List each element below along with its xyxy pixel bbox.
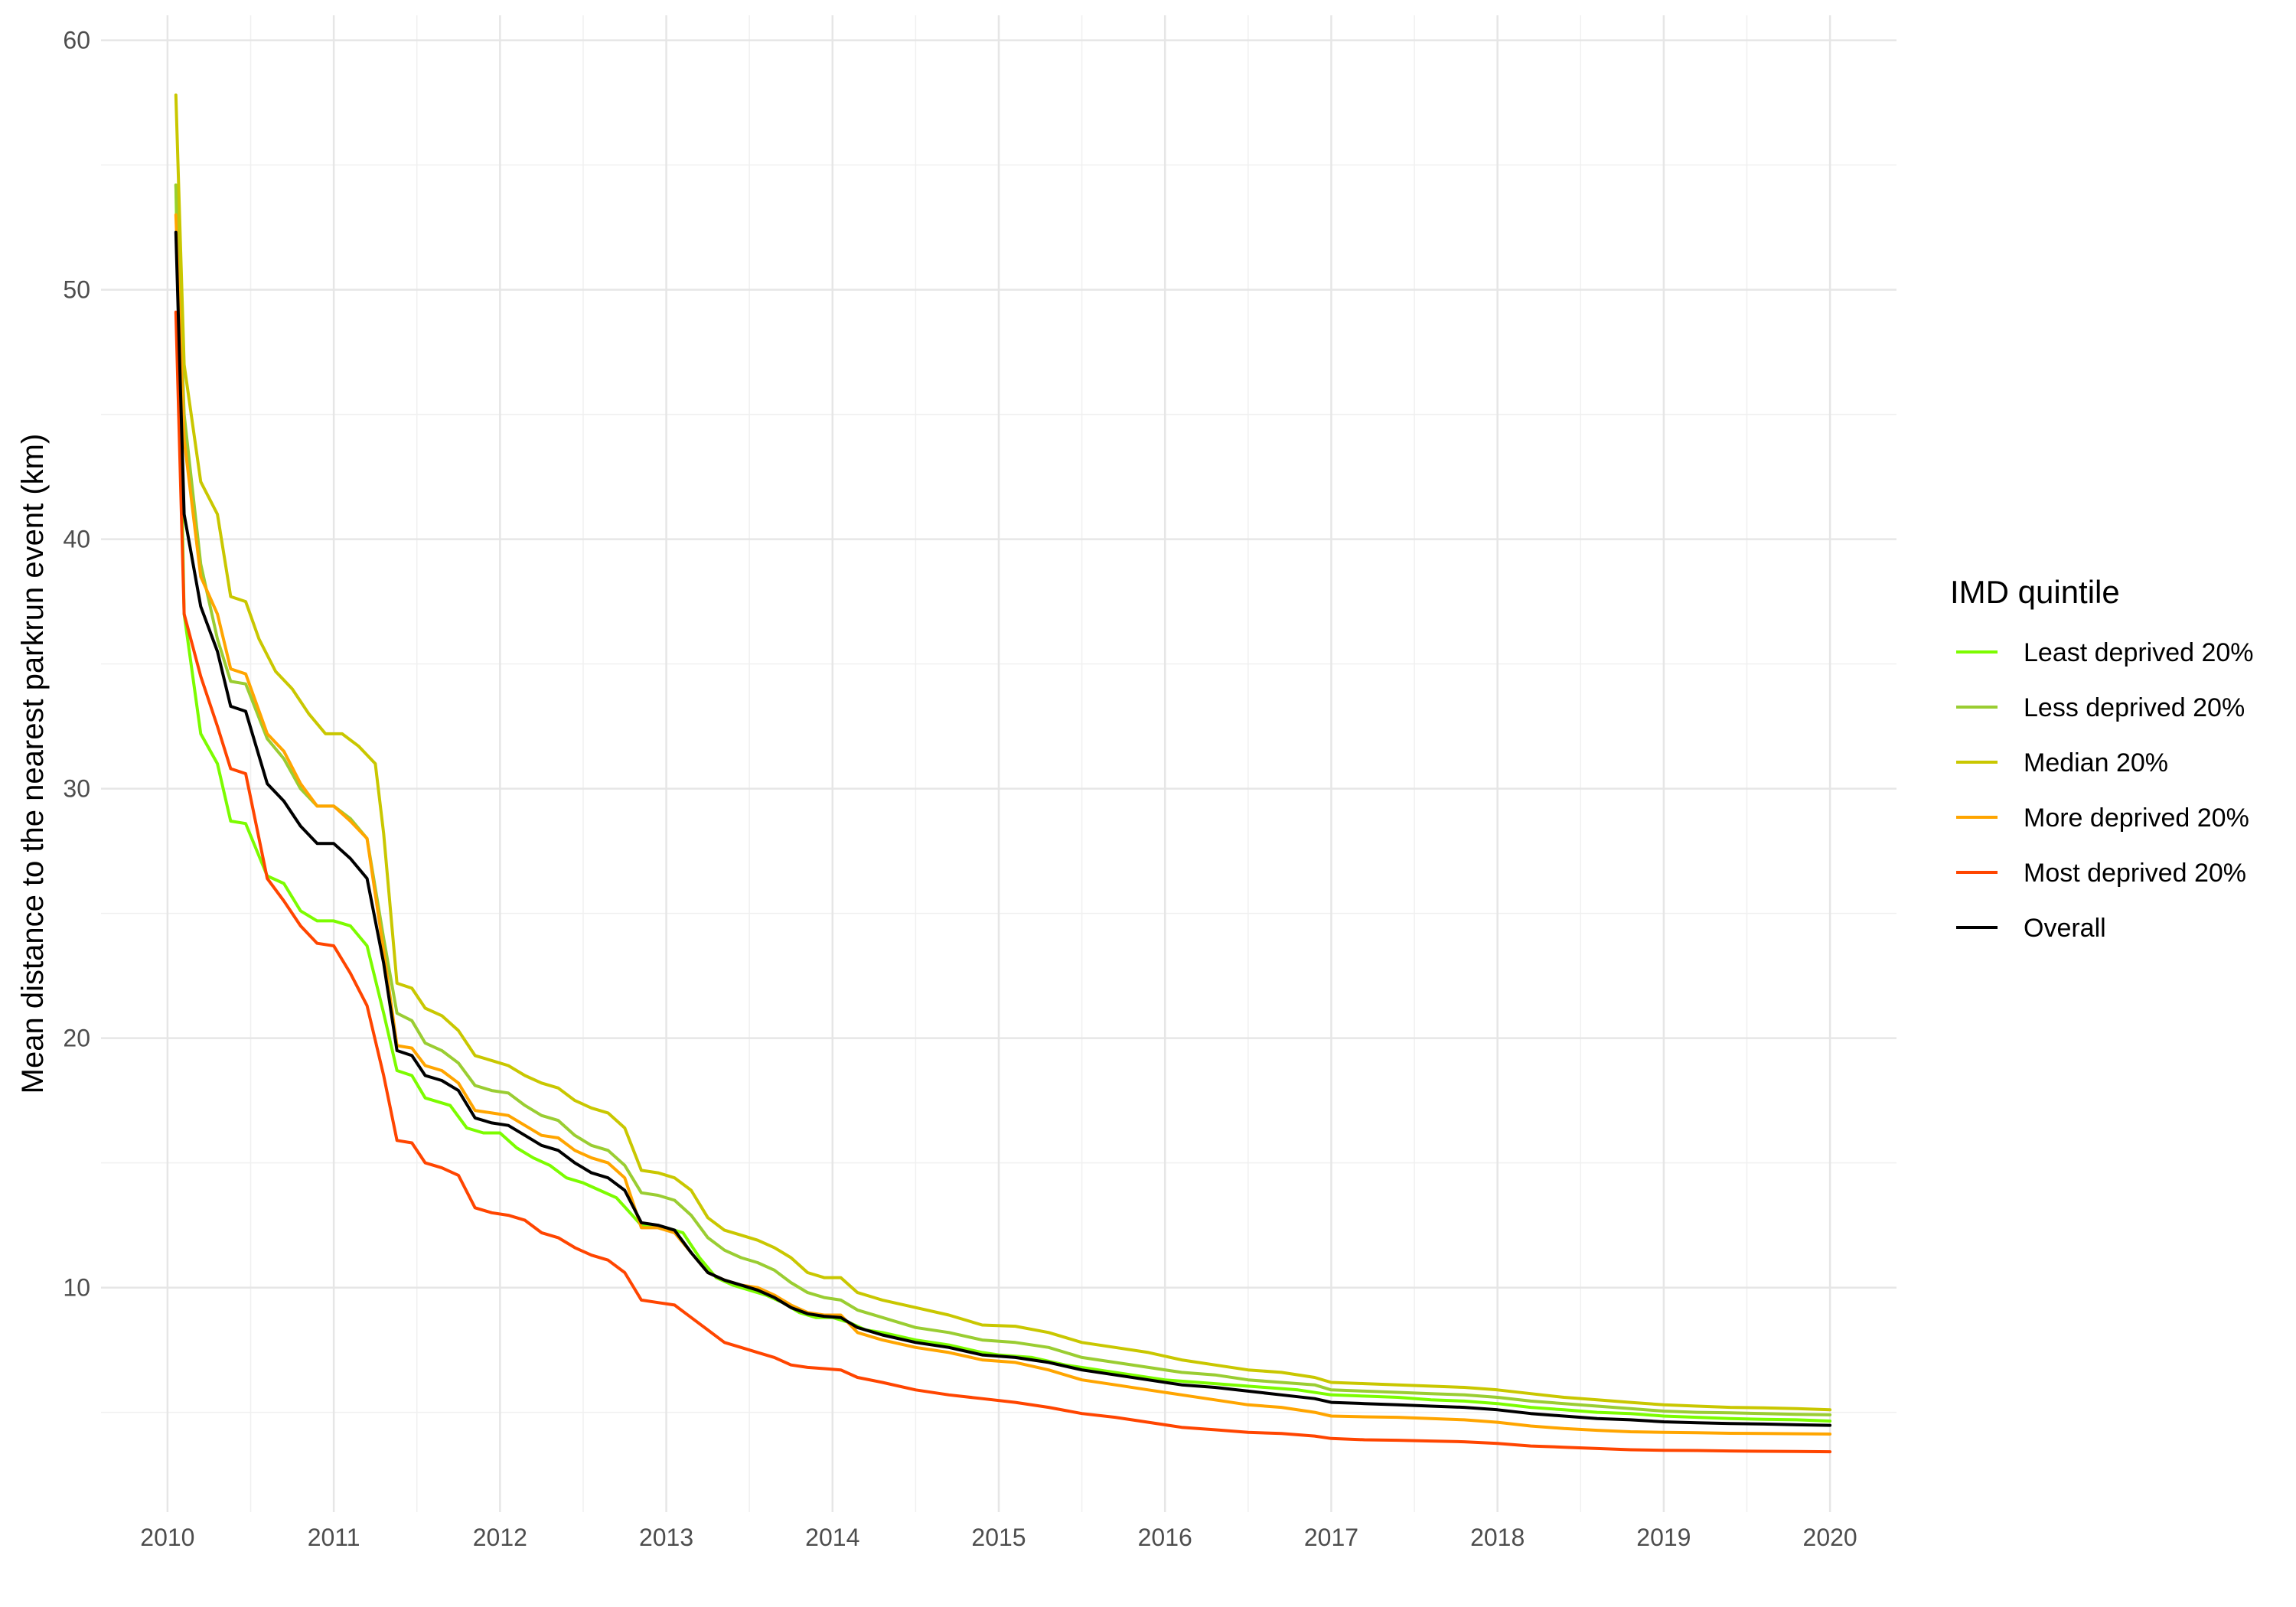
legend-label: Overall [2024,914,2106,943]
x-tick-label: 2017 [1304,1524,1358,1551]
legend: IMD quintile Least deprived 20% Less depr… [1950,574,2254,943]
x-tick-label: 2018 [1470,1524,1525,1551]
x-axis-tick-labels: 2010 2011 2012 2013 2014 2015 2016 2017 2018 2019… [140,1524,1857,1551]
x-tick-label: 2010 [140,1524,194,1551]
series-line [174,93,1832,1412]
legend-label: Median 20% [2024,748,2168,777]
x-tick-label: 2016 [1138,1524,1192,1551]
y-tick-label: 30 [63,775,90,803]
series-line [174,310,1832,1454]
x-tick-label: 2020 [1803,1524,1857,1551]
series-line [174,230,1832,1427]
y-tick-label: 10 [63,1274,90,1302]
legend-label: Less deprived 20% [2024,693,2245,722]
y-axis-tick-labels: 10 20 30 40 50 60 [63,27,90,1302]
y-tick-label: 20 [63,1025,90,1052]
grid-lines [101,15,1896,1512]
series-line [174,213,1832,1436]
x-tick-label: 2015 [971,1524,1026,1551]
y-tick-label: 60 [63,27,90,54]
y-tick-label: 50 [63,276,90,304]
legend-label: More deprived 20% [2024,804,2249,833]
x-tick-label: 2011 [308,1524,360,1551]
legend-label: Most deprived 20% [2024,859,2246,888]
x-tick-label: 2012 [473,1524,527,1551]
legend-items: Least deprived 20% Less deprived 20% Media… [1956,638,2254,943]
x-tick-label: 2013 [639,1524,693,1551]
y-axis-title: Mean distance to the nearest parkrun eve… [16,434,50,1094]
y-tick-label: 40 [63,526,90,553]
x-tick-label: 2014 [805,1524,859,1551]
legend-title: IMD quintile [1950,574,2120,610]
x-tick-label: 2019 [1636,1524,1691,1551]
series-lines [174,93,1832,1454]
legend-label: Least deprived 20% [2024,638,2254,667]
